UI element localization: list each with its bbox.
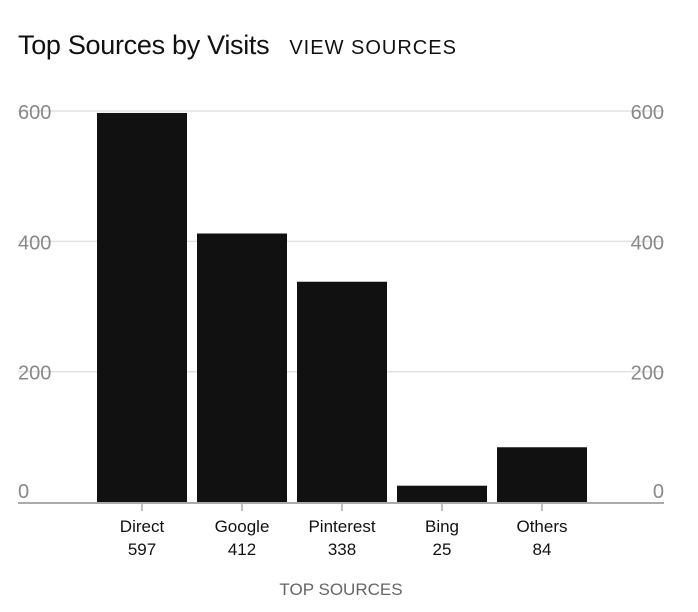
y-tick-right-400: 400	[631, 232, 664, 254]
value-label-direct: 597	[128, 540, 156, 559]
value-label-pinterest: 338	[328, 540, 356, 559]
chart-header: Top Sources by Visits VIEW SOURCES	[18, 30, 457, 61]
chart-title: Top Sources by Visits	[18, 30, 270, 60]
bar-pinterest	[297, 281, 387, 502]
bar-bing	[397, 485, 487, 502]
x-tick-label-others: Others	[516, 517, 567, 536]
y-tick-right-600: 600	[631, 102, 664, 124]
y-tick-left-600: 600	[18, 102, 51, 124]
y-tick-left-0: 0	[18, 481, 29, 503]
y-tick-right-200: 200	[631, 363, 664, 385]
value-label-others: 84	[533, 540, 552, 559]
x-tick-label-direct: Direct	[120, 517, 165, 536]
y-tick-left-400: 400	[18, 232, 51, 254]
value-label-google: 412	[228, 540, 256, 559]
y-tick-left-200: 200	[18, 363, 51, 385]
bar-google	[197, 233, 287, 502]
y-tick-right-0: 0	[653, 481, 664, 503]
x-tick-label-pinterest: Pinterest	[308, 517, 375, 536]
x-tick-label-bing: Bing	[425, 517, 459, 536]
x-axis-title: TOP SOURCES	[279, 580, 402, 599]
value-label-bing: 25	[433, 540, 452, 559]
x-tick-label-google: Google	[215, 517, 270, 536]
bar-direct	[97, 112, 187, 502]
view-sources-link[interactable]: VIEW SOURCES	[289, 37, 457, 59]
bar-others	[497, 447, 587, 502]
